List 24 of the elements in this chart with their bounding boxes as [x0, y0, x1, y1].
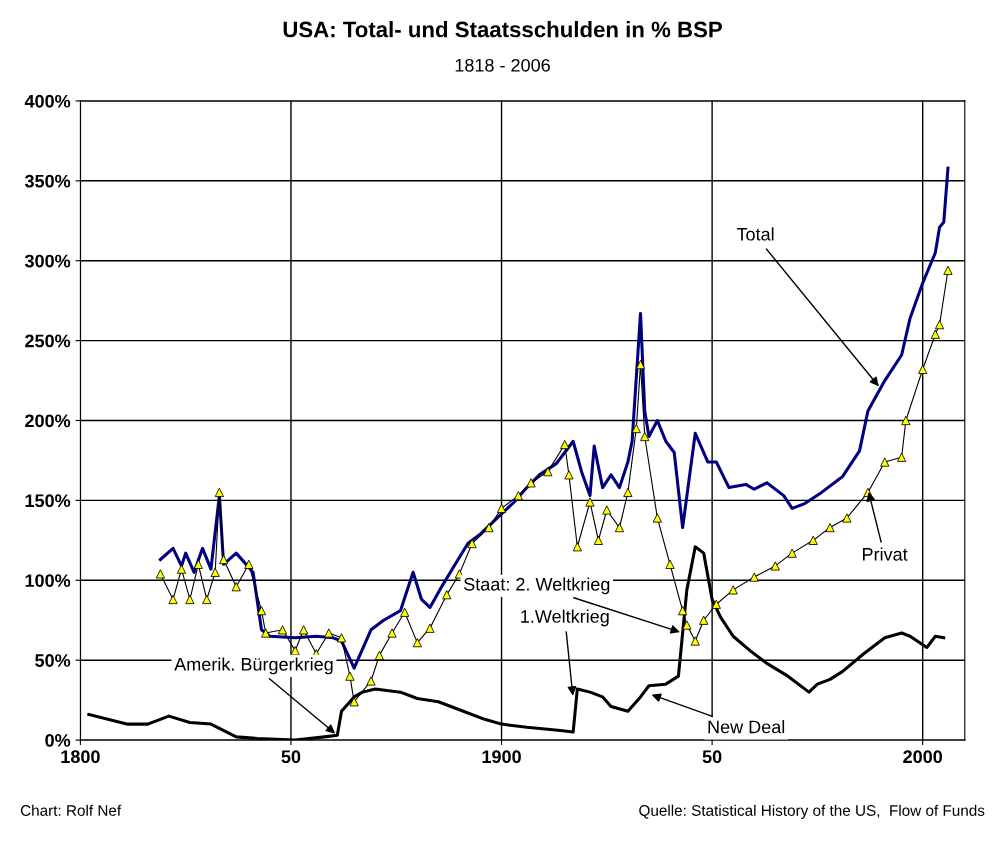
y-tick-label: 400%	[24, 94, 71, 108]
chart-subtitle: 1818 - 2006	[455, 58, 550, 72]
y-tick-label: 0%	[45, 734, 71, 747]
chart-title: USA: Total- und Staatsschulden in % BSP	[283, 21, 722, 38]
annotation: Total	[736, 227, 774, 241]
annotation: Amerik. Bürgerkrieg	[174, 657, 333, 675]
y-tick-label: 50%	[35, 654, 71, 667]
y-tick-label: 250%	[25, 334, 71, 348]
source-note: Quelle: Statistical History of the US, Flow of Funds	[639, 804, 985, 819]
annotation: 1.Weltkrieg	[521, 609, 609, 627]
y-tick-label: 150%	[25, 494, 71, 508]
annotation: Staat: 2. Weltkrieg	[464, 577, 610, 595]
x-tick-label: 1900	[482, 750, 521, 764]
y-tick-label: 300%	[24, 254, 71, 268]
y-tick-label: 100%	[25, 574, 71, 588]
text: Chart: Rolf Nef	[20, 804, 122, 816]
x-tick-label: 1800	[61, 750, 100, 764]
annotation: New Deal	[708, 720, 785, 734]
x-tick-label: 2000	[903, 750, 943, 764]
y-tick-label: 350%	[24, 174, 71, 188]
y-tick-label: 200%	[25, 414, 71, 428]
x-tick-label: 50	[281, 750, 301, 764]
annotation: Privat	[863, 547, 908, 561]
x-tick-label: 50	[702, 750, 722, 764]
